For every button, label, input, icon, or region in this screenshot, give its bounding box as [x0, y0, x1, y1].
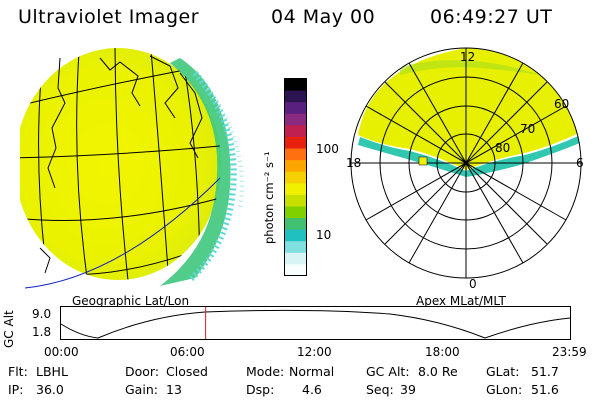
colorbar-swatch [285, 218, 307, 231]
status-gcalt-key: GC Alt: [366, 364, 410, 379]
status-seq-key: Seq: [366, 382, 394, 397]
timeline-ytick-min: 1.8 [32, 325, 52, 339]
colorbar-swatch [285, 79, 307, 92]
status-filter-value: LBHL [36, 364, 68, 379]
status-gain-key: Gain: [125, 382, 158, 397]
mlt-label-18: 18 [346, 156, 361, 170]
colorbar-swatch [285, 125, 307, 138]
status-mode-key: Mode: [246, 364, 285, 379]
status-dsp-key: Dsp: [246, 382, 275, 397]
status-gcalt-value: 8.0 Re [418, 364, 458, 379]
status-door-value: Closed [166, 364, 208, 379]
altitude-curve [60, 309, 571, 339]
date-label: 04 May 00 [271, 6, 376, 28]
auroral-oval [358, 48, 581, 177]
sun-marker [418, 156, 428, 166]
colorbar-swatch [285, 113, 307, 126]
colorbar-swatch [285, 206, 307, 219]
polar-plot: 12 0 18 6 60 70 80 [346, 47, 584, 290]
colorbar-swatch [285, 90, 307, 103]
mlt-label-0: 0 [469, 277, 477, 290]
colorbar-swatch [285, 102, 307, 115]
colorbar-swatch [285, 171, 307, 184]
timeline-ytick-max: 9.0 [32, 307, 52, 321]
lat-label-60: 60 [554, 97, 569, 111]
colorbar-swatch [285, 194, 307, 207]
status-door-key: Door: [125, 364, 160, 379]
polar-grid [350, 47, 582, 279]
timeline-xtick-1200: 12:00 [297, 345, 332, 359]
colorbar-swatch [285, 183, 307, 196]
lat-lon-grid [20, 48, 221, 280]
colorbar-unit-label: photon cm⁻² s⁻¹ [262, 151, 276, 244]
colorbar-swatch [285, 136, 307, 150]
altitude-timeline [60, 306, 571, 340]
app-title: Ultraviolet Imager [18, 6, 200, 28]
colorbar-swatch [285, 229, 307, 242]
mlt-label-6: 6 [576, 156, 584, 170]
coastlines [39, 55, 203, 274]
status-seq-value: 39 [400, 382, 416, 397]
status-glon-value: 51.6 [531, 382, 559, 397]
geographic-image [20, 48, 244, 289]
geographic-caption: Geographic Lat/Lon [72, 294, 190, 308]
colorbar [284, 78, 307, 277]
colorbar-swatch [285, 241, 307, 254]
timeline-ylabel: GC Alt [2, 310, 16, 348]
timeline-xtick-1800: 18:00 [425, 345, 460, 359]
status-filter-key: Flt: [8, 364, 28, 379]
status-ip-value: 36.0 [36, 382, 64, 397]
colorbar-swatch [285, 160, 307, 173]
status-glon-key: GLon: [486, 382, 523, 397]
status-glat-value: 51.7 [531, 364, 559, 379]
status-ip-key: IP: [8, 382, 24, 397]
mlt-label-12: 12 [460, 50, 475, 64]
status-dsp-value: 4.6 [302, 382, 322, 397]
status-glat-key: GLat: [486, 364, 520, 379]
colorbar-tick-100: 100 [316, 142, 339, 156]
colorbar-swatch [285, 264, 307, 277]
terminator-line [24, 177, 221, 289]
colorbar-swatch [285, 148, 307, 161]
lat-label-80: 80 [495, 141, 510, 155]
colorbar-tick-10: 10 [316, 228, 332, 242]
timeline-xtick-0000: 00:00 [44, 345, 79, 359]
timeline-xtick-0600: 06:00 [170, 345, 205, 359]
time-label: 06:49:27 UT [430, 6, 553, 28]
lat-label-70: 70 [520, 122, 535, 136]
status-mode-value: Normal [289, 364, 335, 379]
status-gain-value: 13 [166, 382, 182, 397]
timeline-xtick-2359: 23:59 [552, 345, 587, 359]
polar-caption: Apex MLat/MLT [416, 294, 506, 308]
colorbar-swatch [285, 252, 307, 265]
